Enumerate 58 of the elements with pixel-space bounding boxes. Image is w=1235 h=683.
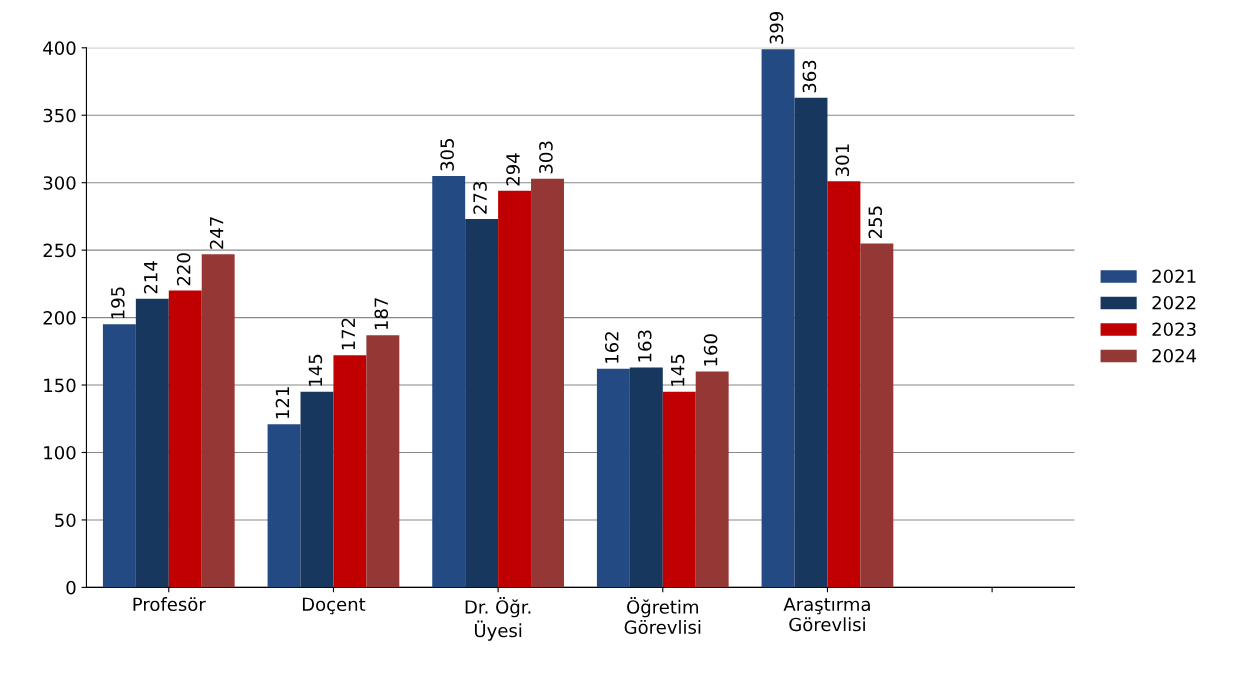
data-label: 145 xyxy=(308,354,323,386)
bar xyxy=(498,190,532,588)
data-label: 305 xyxy=(440,139,454,171)
bar xyxy=(201,254,235,588)
data-label: 220 xyxy=(176,253,191,286)
y-tick-label: 400 xyxy=(43,41,76,55)
data-label: 195 xyxy=(110,287,125,319)
x-tick-label: Dr. Öğr. Üyesi xyxy=(465,597,531,641)
bar xyxy=(465,219,499,588)
data-label: 399 xyxy=(769,11,784,44)
legend-label: 2024 xyxy=(1152,348,1197,363)
y-tick-label: 300 xyxy=(43,176,76,190)
bar xyxy=(794,97,828,588)
data-label: 163 xyxy=(637,330,652,362)
x-tick-label: Doçent xyxy=(302,597,366,615)
data-label: 214 xyxy=(143,261,158,294)
bar xyxy=(300,391,334,588)
bar xyxy=(761,49,795,588)
data-label: 187 xyxy=(374,298,389,330)
data-label: 172 xyxy=(341,318,355,350)
y-tick-label: 100 xyxy=(44,445,76,460)
bar xyxy=(366,335,400,588)
data-label: 301 xyxy=(835,144,850,176)
data-label: 160 xyxy=(703,334,718,366)
y-tick-label: 150 xyxy=(44,378,76,393)
y-tick-label: 0 xyxy=(66,580,76,595)
x-tick-label: Araştırma Görevlisi xyxy=(783,597,870,632)
y-tick-label: 200 xyxy=(43,311,76,325)
data-label: 303 xyxy=(539,141,553,174)
legend-label: 2023 xyxy=(1152,322,1196,337)
y-tick-label: 350 xyxy=(43,108,76,123)
legend-label: 2021 xyxy=(1152,269,1196,284)
bar xyxy=(827,181,861,588)
bar xyxy=(102,324,136,588)
bar xyxy=(432,175,466,588)
legend-label: 2022 xyxy=(1152,295,1196,310)
data-label: 255 xyxy=(868,206,883,239)
x-tick-label: Öğretim Görevlisi xyxy=(624,597,701,635)
bar xyxy=(662,391,696,588)
y-tick-label: 250 xyxy=(43,243,76,258)
bar xyxy=(333,355,367,588)
data-label: 162 xyxy=(604,332,619,363)
bar xyxy=(695,371,729,588)
data-label: 363 xyxy=(802,60,817,93)
y-tick-label: 50 xyxy=(55,513,76,528)
data-label: 273 xyxy=(473,182,487,214)
data-label: 247 xyxy=(209,217,224,249)
data-label: 145 xyxy=(671,354,685,386)
bar xyxy=(531,178,564,588)
bar xyxy=(629,367,663,588)
bar xyxy=(860,243,894,588)
bar xyxy=(267,424,301,588)
x-tick-label: Profesör xyxy=(133,597,206,612)
data-label: 294 xyxy=(506,153,520,186)
bar xyxy=(168,290,202,588)
bar xyxy=(135,298,169,588)
data-label: 121 xyxy=(275,387,290,419)
bar xyxy=(596,368,630,588)
